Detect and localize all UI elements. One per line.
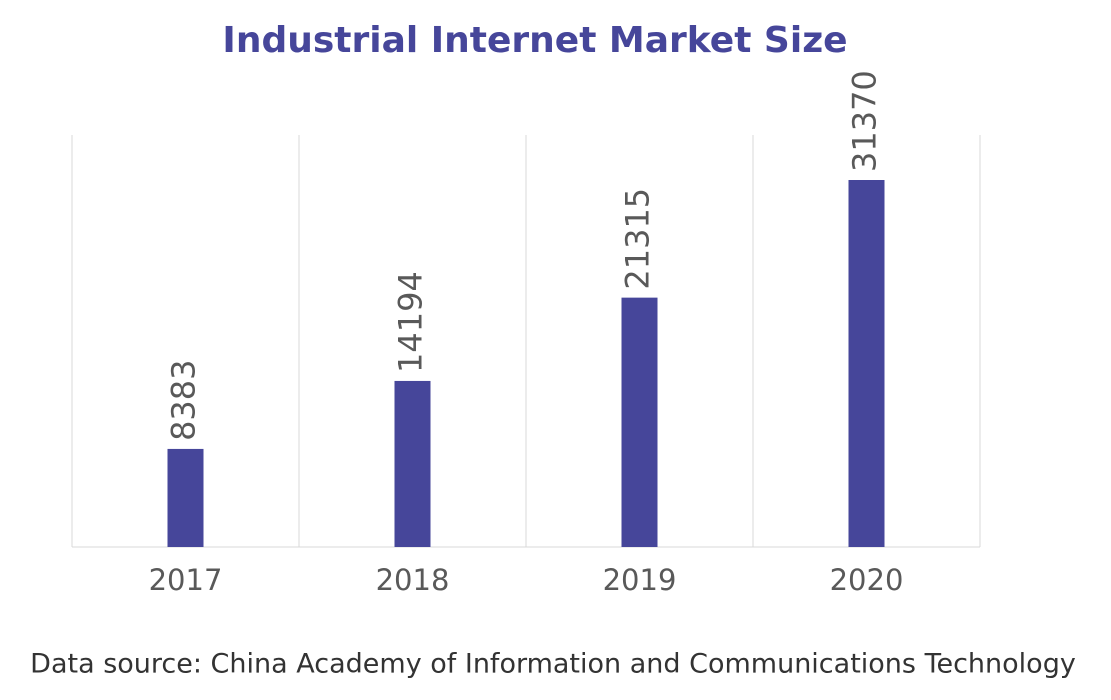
x-tick-label: 2018 xyxy=(376,563,450,597)
chart-title: Industrial Internet Market Size xyxy=(222,20,847,61)
bar xyxy=(167,448,204,547)
source-note: Data source: China Academy of Informatio… xyxy=(30,649,1076,680)
x-tick-label: 2020 xyxy=(830,563,904,597)
bar xyxy=(394,380,431,547)
value-label: 14194 xyxy=(392,271,430,373)
bar xyxy=(621,297,658,547)
value-label: 21315 xyxy=(619,188,657,290)
value-label: 8383 xyxy=(165,359,203,440)
x-tick-label: 2019 xyxy=(603,563,677,597)
bar xyxy=(848,180,885,547)
x-tick-label: 2017 xyxy=(149,563,223,597)
value-label: 31370 xyxy=(846,70,884,172)
